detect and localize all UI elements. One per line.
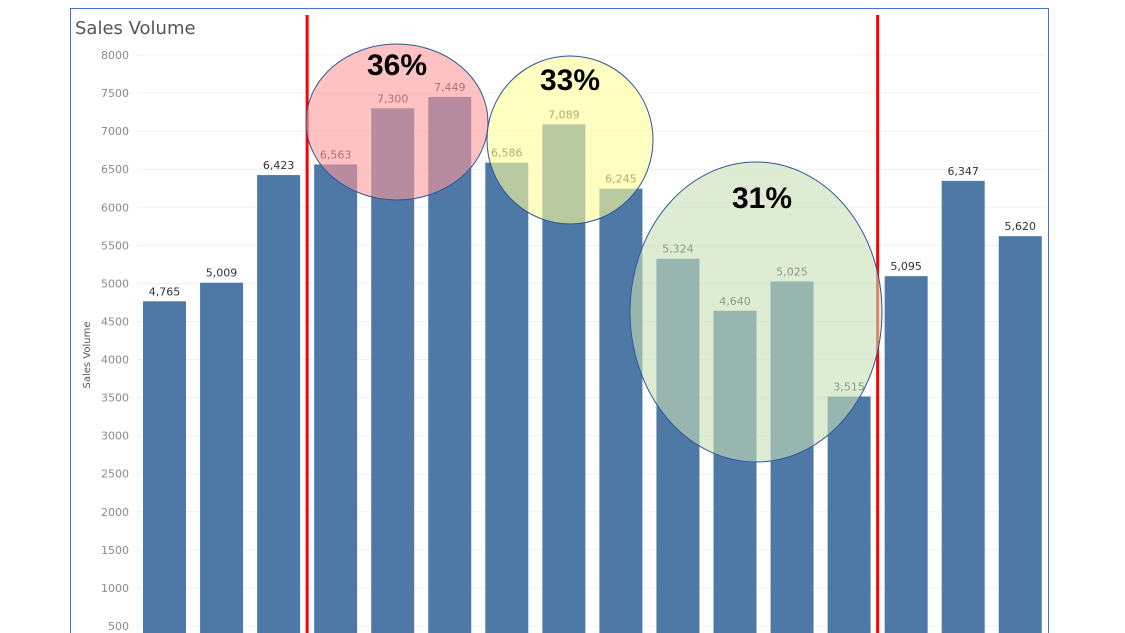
y-tick-label: 5500 (101, 239, 129, 252)
y-tick-label: 1500 (101, 544, 129, 557)
y-tick-label: 1000 (101, 582, 129, 595)
y-tick-label: 5000 (101, 277, 129, 290)
bar-value-label: 5,009 (206, 267, 238, 280)
y-tick-label: 2000 (101, 506, 129, 519)
group-ellipse (305, 43, 489, 201)
bar (200, 282, 244, 633)
group-percentage-label: 33% (540, 64, 600, 97)
bar (143, 301, 186, 633)
bar (941, 180, 985, 633)
chart-title: Sales Volume (75, 18, 196, 39)
bar (884, 276, 928, 633)
y-tick-label: 2500 (101, 468, 129, 481)
bar (827, 396, 871, 633)
bar-value-label: 5,095 (890, 260, 922, 273)
y-tick-label: 7000 (101, 125, 129, 138)
y-tick-label: 4500 (101, 315, 129, 328)
y-tick-label: 6000 (101, 201, 129, 214)
group-percentage-label: 31% (732, 182, 792, 215)
y-tick-label: 3500 (101, 392, 129, 405)
bar-value-label: 4,765 (149, 285, 181, 298)
bar (485, 162, 529, 633)
y-tick-label: 4000 (101, 354, 129, 367)
bar-value-label: 6,423 (263, 159, 295, 172)
group-percentage-label: 36% (367, 49, 427, 82)
y-tick-label: 8000 (101, 49, 129, 62)
y-tick-label: 7500 (101, 87, 129, 100)
bar (314, 164, 358, 633)
chart-frame (70, 8, 1049, 633)
y-tick-label: 500 (108, 620, 129, 633)
group-ellipse (486, 55, 654, 225)
y-tick-label: 6500 (101, 163, 129, 176)
bar (257, 175, 301, 633)
bar-value-label: 6,347 (947, 165, 979, 178)
bar (998, 236, 1042, 633)
y-tick-label: 3000 (101, 430, 129, 443)
y-axis-label: Sales Volume (82, 322, 93, 389)
bar (599, 188, 643, 633)
bar-value-label: 5,620 (1005, 220, 1037, 233)
group-ellipse (629, 161, 883, 463)
